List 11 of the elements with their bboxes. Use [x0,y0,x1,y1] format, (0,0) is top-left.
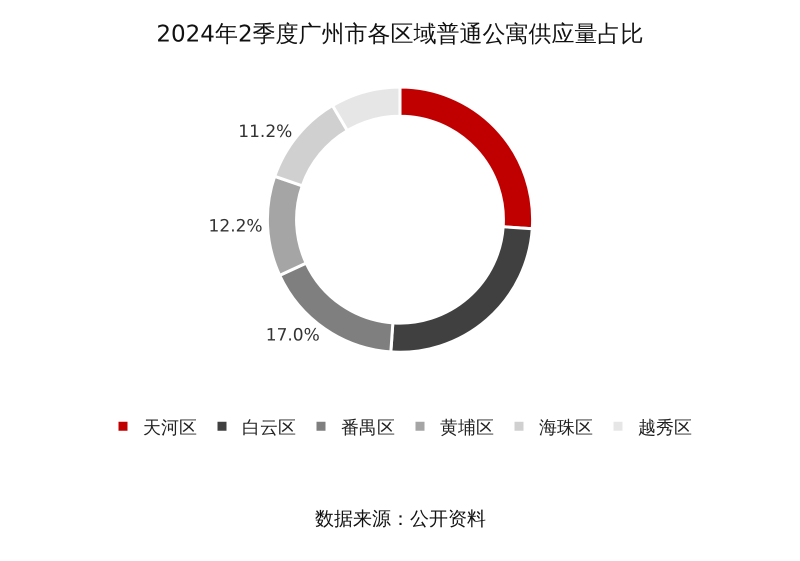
legend-label: 海珠区 [539,417,593,438]
data-label: 11.2% [238,122,292,142]
legend-label: 黄埔区 [440,417,494,438]
data-label: 12.2% [208,216,263,236]
legend-label: 白云区 [242,417,296,438]
data-label: 17.0% [266,326,320,346]
legend-label: 天河区 [143,417,197,438]
legend-label: 番禺区 [341,417,395,438]
legend-label: 越秀区 [638,417,692,438]
chart-title: 2024年2季度广州市各区域普通公寓供应量占比 [156,22,644,48]
source-note: 数据来源：公开资料 [315,508,486,530]
